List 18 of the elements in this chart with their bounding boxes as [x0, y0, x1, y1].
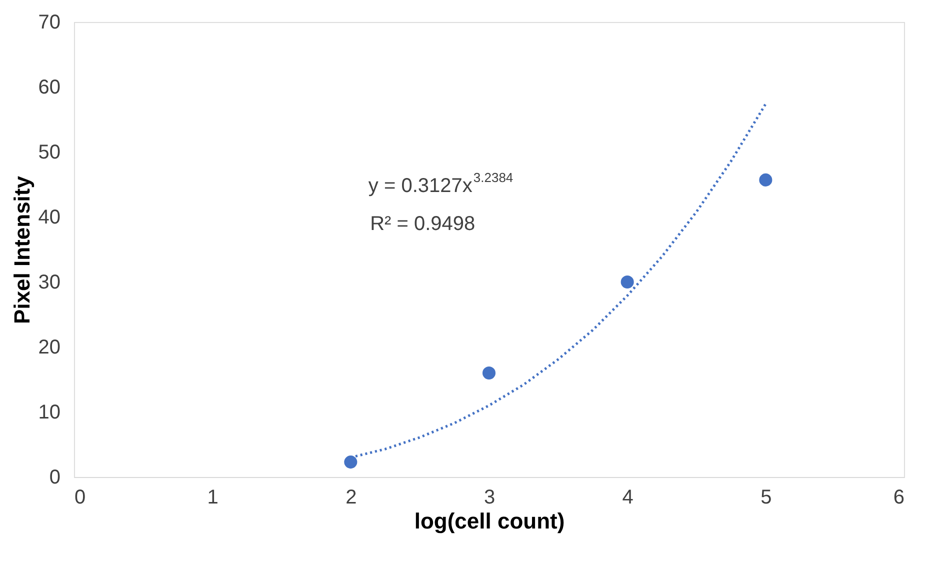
x-tick-label: 3: [484, 486, 496, 508]
x-tick-label: 6: [893, 486, 904, 508]
y-tick-label: 70: [38, 12, 60, 34]
y-tick-label: 60: [38, 76, 60, 98]
y-tick-label: 20: [38, 336, 60, 358]
x-tick-label: 1: [207, 486, 218, 508]
annotation: R² = 0.9498: [370, 212, 476, 235]
y-tick-label: 30: [38, 272, 60, 294]
y-tick-label: 10: [38, 402, 60, 424]
x-axis-title: log(cell count): [414, 508, 565, 534]
x-tick-label: 4: [622, 486, 634, 508]
x-tick-label: 2: [346, 486, 357, 508]
y-tick-label: 50: [38, 142, 60, 164]
y-axis-title: Pixel Intensity: [9, 175, 34, 324]
x-tick-label: 5: [760, 486, 772, 508]
y-tick-label: 0: [49, 466, 60, 488]
x-tick-label: 0: [74, 486, 86, 508]
y-tick-label: 40: [38, 206, 60, 228]
